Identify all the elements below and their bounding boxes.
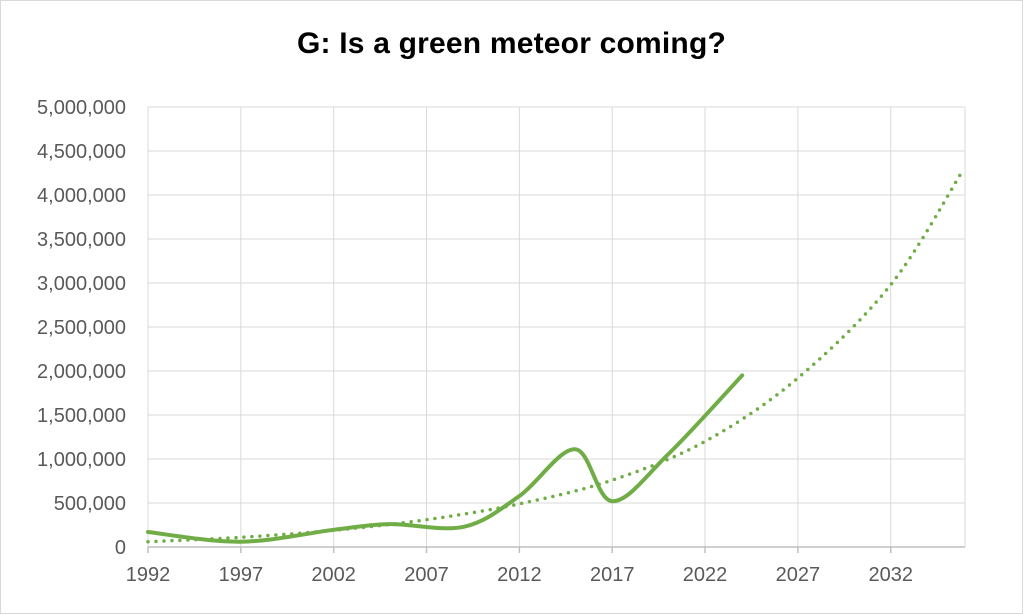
y-tick-label: 1,500,000	[37, 405, 126, 427]
trendline-dotted	[146, 171, 964, 544]
x-tick-label: 2007	[404, 564, 449, 586]
y-tick-label: 5,000,000	[37, 97, 126, 119]
y-tick-label: 4,000,000	[37, 185, 126, 207]
chart-title: G: Is a green meteor coming?	[296, 27, 727, 60]
y-tick-label: 1,000,000	[37, 449, 126, 471]
y-tick-label: 3,000,000	[37, 273, 126, 295]
x-tick-label: 2017	[590, 564, 635, 586]
series-line-solid	[146, 373, 745, 544]
y-tick-label: 2,000,000	[37, 361, 126, 383]
y-tick-label: 3,500,000	[37, 229, 126, 251]
x-tick-label: 2032	[868, 564, 913, 586]
x-tick-label: 2022	[683, 564, 728, 586]
x-tick-label: 2002	[311, 564, 356, 586]
y-tick-label: 4,500,000	[37, 141, 126, 163]
x-tick-label: 2012	[497, 564, 542, 586]
x-tick-label: 1992	[126, 564, 171, 586]
y-tick-label: 2,500,000	[37, 317, 126, 339]
y-tick-label: 500,000	[54, 493, 126, 515]
y-tick-label: 0	[115, 537, 126, 559]
x-tick-label: 2027	[776, 564, 821, 586]
x-tick-label: 1997	[219, 564, 264, 586]
